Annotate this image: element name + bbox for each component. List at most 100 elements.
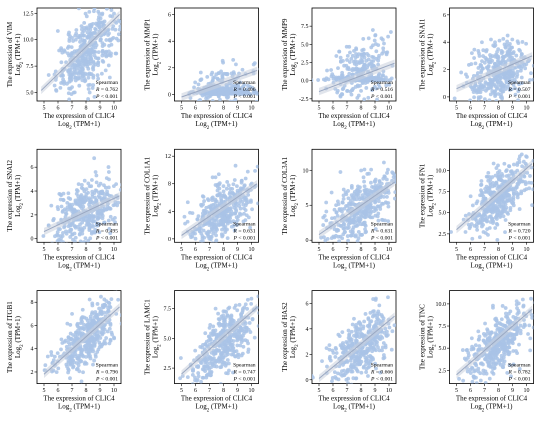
scatter-point (213, 226, 218, 231)
scatter-point (94, 223, 99, 228)
scatter-point (494, 166, 499, 170)
scatter-point (508, 169, 513, 174)
scatter-point (386, 204, 391, 209)
scatter-point (475, 71, 480, 75)
y-tick-label: 7.5 (439, 190, 447, 196)
y-tick-label: 5.0 (26, 91, 34, 97)
scatter-point (392, 323, 396, 328)
scatter-point (96, 194, 101, 198)
scatter-point (83, 198, 88, 203)
scatter-point (245, 169, 250, 174)
x-tick-label: 8 (85, 388, 88, 394)
y-tick-label: 10 (303, 168, 309, 174)
scatter-point (46, 73, 51, 77)
stat-title: Spearman (233, 363, 256, 369)
scatter-point (506, 71, 511, 76)
scatter-point (66, 360, 71, 365)
scatter-point (227, 100, 229, 101)
scatter-point (385, 194, 389, 199)
scatter-point (58, 192, 63, 197)
scatter-point (493, 226, 498, 230)
scatter-point (354, 66, 359, 71)
y-tick-label: -2.5 (299, 97, 309, 103)
scatter-point (491, 65, 496, 70)
scatter-point (490, 175, 495, 179)
scatter-point (485, 219, 489, 224)
scatter-point (312, 374, 314, 378)
scatter-point (372, 342, 377, 347)
scatter-point (536, 68, 540, 72)
y-tick-label: 6 (443, 13, 446, 19)
scatter-point (81, 71, 85, 76)
scatter-point (252, 335, 257, 340)
scatter-point (237, 330, 242, 334)
scatter-point (356, 327, 360, 331)
scatter-point (496, 47, 501, 52)
scatter-point (490, 210, 495, 215)
scatter-point (494, 316, 498, 321)
scatter-point (257, 311, 259, 315)
scatter-point (206, 221, 211, 226)
scatter-point (331, 350, 336, 355)
scatter-point (73, 37, 78, 42)
scatter-point (81, 39, 86, 44)
scatter-point (178, 356, 183, 360)
scatter-point (508, 79, 512, 84)
x-tick-label: 7 (346, 388, 349, 394)
scatter-point (507, 173, 511, 178)
scatter-point (91, 67, 96, 72)
scatter-point (225, 214, 230, 218)
scatter-point (385, 171, 389, 175)
scatter-point (350, 219, 355, 224)
scatter-point (202, 199, 207, 203)
data-points (40, 8, 132, 101)
scatter-point (58, 197, 63, 202)
scatter-point (361, 334, 365, 338)
scatter-point (93, 312, 98, 317)
x-axis-title: The expression of CLIC4 (318, 253, 390, 261)
scatter-point (359, 168, 364, 173)
scatter-point (230, 343, 234, 348)
scatter-point (71, 70, 76, 74)
scatter-point (85, 30, 90, 35)
scatter-point (474, 381, 479, 384)
scatter-point (517, 207, 522, 211)
scatter-point (361, 324, 366, 329)
scatter-point (188, 248, 192, 252)
scatter-point (100, 12, 104, 17)
stat-r: R = 0.406 (233, 87, 256, 93)
scatter-point (209, 206, 213, 211)
scatter-point (346, 196, 351, 201)
scatter-point (235, 338, 240, 343)
scatter-point (99, 71, 104, 76)
scatter-point (362, 97, 367, 101)
scatter-point (52, 83, 57, 88)
scatter-point (481, 48, 486, 53)
scatter-point (264, 181, 268, 185)
scatter-point (350, 230, 355, 235)
scatter-point (107, 75, 112, 80)
x-tick-label: 5 (318, 247, 321, 253)
scatter-point (97, 345, 102, 350)
scatter-point (94, 180, 99, 185)
scatter-point (80, 182, 84, 187)
scatter-point (509, 374, 513, 379)
scatter-point (488, 55, 493, 59)
scatter-point (362, 184, 367, 189)
scatter-point (494, 213, 499, 218)
scatter-point (494, 217, 499, 221)
scatter-point (100, 213, 105, 218)
scatter-point (233, 97, 238, 101)
scatter-point (90, 230, 94, 234)
scatter-point (106, 63, 111, 68)
y-tick-label: 8 (168, 182, 171, 188)
regression-line (318, 62, 395, 93)
scatter-point (351, 376, 356, 381)
scatter-point (128, 13, 132, 17)
scatter-point (200, 236, 205, 241)
regression-line (43, 195, 120, 233)
scatter-point (340, 330, 345, 335)
scatter-point (516, 192, 521, 196)
scatter-point (235, 343, 240, 348)
scatter-point (373, 33, 378, 38)
